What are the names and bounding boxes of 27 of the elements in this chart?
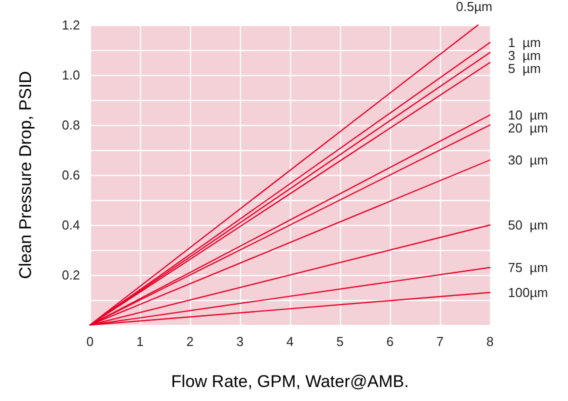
y-tick-label: 0.2 <box>62 268 80 282</box>
series-label: 3 µm <box>508 48 541 63</box>
x-tick-label: 7 <box>436 334 444 349</box>
y-tick-label: 0.6 <box>62 168 80 182</box>
x-tick-label: 4 <box>286 334 294 349</box>
x-axis-title: Flow Rate, GPM, Water@AMB. <box>171 372 409 391</box>
y-tick-label: 0.8 <box>62 118 80 132</box>
series-label: 75 µm <box>508 260 548 275</box>
x-tick-label: 1 <box>136 334 144 349</box>
x-tick-label: 5 <box>336 334 344 349</box>
series-label: 30 µm <box>508 152 548 168</box>
series-label: 0.5µm <box>456 0 492 14</box>
series-label: 100µm <box>508 285 548 300</box>
series-label: 20 µm <box>508 120 548 136</box>
x-tick-label: 8 <box>486 334 494 349</box>
y-tick-label: 1.2 <box>62 18 80 32</box>
x-tick-label: 0 <box>86 334 94 349</box>
y-axis-title: Clean Pressure Drop, PSID <box>16 71 35 279</box>
series-label: 5 µm <box>508 61 541 76</box>
series-label: 10 µm <box>508 108 548 122</box>
x-tick-label: 2 <box>186 334 194 349</box>
x-tick-label: 3 <box>236 334 244 349</box>
series-label: 1 µm <box>508 35 541 50</box>
y-tick-label: 1.0 <box>62 68 80 82</box>
x-tick-label: 6 <box>386 334 394 349</box>
series-label: 50 µm <box>508 218 548 232</box>
y-tick-label: 0.4 <box>62 218 80 232</box>
